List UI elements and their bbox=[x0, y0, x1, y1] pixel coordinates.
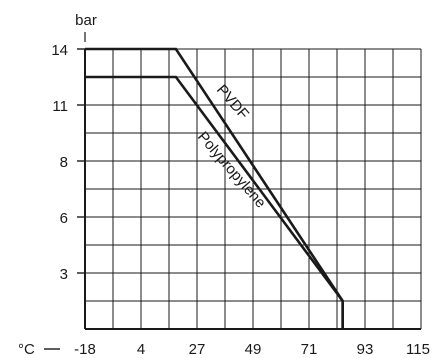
series-lines bbox=[85, 47, 344, 329]
y-axis-unit: bar bbox=[75, 12, 97, 29]
grid bbox=[85, 48, 422, 329]
y-tick-label: 11 bbox=[52, 98, 68, 115]
series-label-polypropylene: Polypropylène bbox=[194, 128, 269, 211]
y-tick-label: 14 bbox=[51, 42, 68, 59]
x-tick-label: 27 bbox=[189, 341, 206, 358]
series-label-pvdf: PVDF bbox=[213, 81, 252, 122]
x-tick-label: 71 bbox=[301, 341, 318, 358]
x-tick-label: 49 bbox=[245, 341, 262, 358]
x-tick-label: 93 bbox=[357, 341, 374, 358]
y-tick-label: 8 bbox=[60, 154, 68, 171]
axes bbox=[77, 48, 421, 330]
y-tick-label: 3 bbox=[60, 266, 68, 283]
y-tick-label: 6 bbox=[60, 210, 68, 227]
x-tick-label: -18 bbox=[74, 341, 96, 358]
series-line-polypropylene bbox=[85, 75, 344, 329]
x-tick-label: 4 bbox=[137, 341, 145, 358]
y-tick-labels: 3 6 8 11 14 bbox=[51, 42, 68, 283]
x-tick-label: 115 bbox=[406, 341, 430, 358]
x-tick-labels: -18 4 27 49 71 93 115 bbox=[74, 341, 430, 358]
x-axis-unit: °C bbox=[18, 341, 35, 358]
